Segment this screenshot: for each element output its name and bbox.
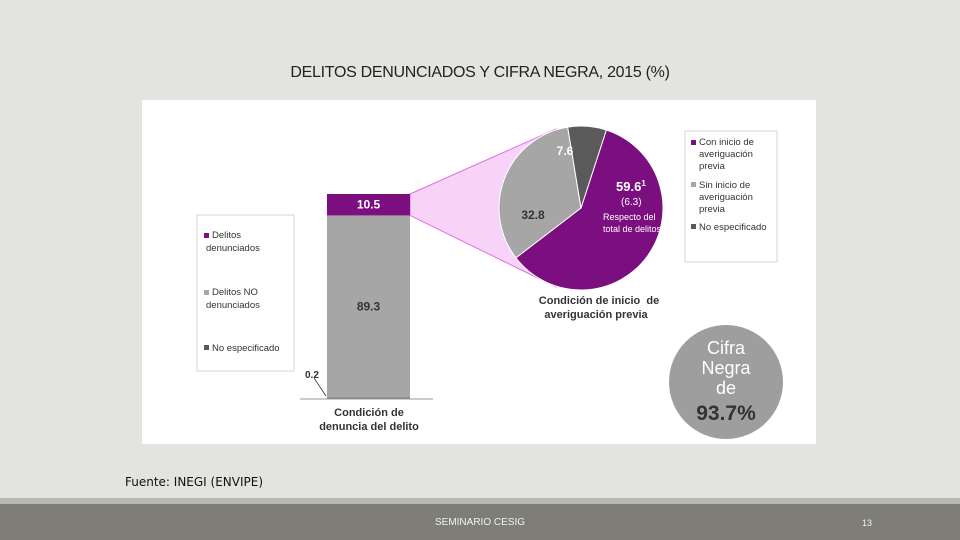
pie-note-text-a: Respecto del: [603, 212, 656, 222]
bar-legend-label-0a: Delitos: [212, 230, 241, 241]
stacked-bar: 89.3 10.5: [327, 194, 410, 399]
bar-legend-swatch-2: [204, 345, 209, 350]
pie-label-superscript: 1: [641, 179, 646, 188]
pie-note-value: (6.3): [621, 197, 642, 208]
bar-legend-box: [196, 214, 295, 372]
pie-slice-0: [515, 129, 664, 291]
bar-x-label-b: denuncia del delito: [319, 421, 419, 433]
pie-title-a: Condición de inicio de: [539, 295, 659, 307]
cifra-negra-circle: [669, 325, 783, 439]
bar-segment-1: [327, 215, 410, 398]
bar-value-label-0: 10.5: [357, 198, 381, 212]
pie-legend-swatch-0: [691, 140, 696, 145]
footer-divider: [0, 498, 960, 504]
bar-legend-label-0b: denunciados: [206, 243, 260, 254]
bar-legend-swatch-1: [204, 290, 209, 295]
bar-legend-swatch-0: [204, 233, 209, 238]
footer-bar: SEMINARIO CESIG 13: [0, 504, 960, 540]
pie-legend-swatch-2: [691, 224, 696, 229]
pie-legend-label-0c: previa: [699, 161, 726, 172]
pie-legend-swatch-1: [691, 182, 696, 187]
page-number: 13: [862, 518, 873, 528]
no-especificado-bar-label: 0.2: [305, 370, 319, 381]
footer-text: SEMINARIO CESIG: [434, 517, 525, 528]
source-note: Fuente: INEGI (ENVIPE): [125, 475, 264, 489]
bar-legend-label-1a: Delitos NO: [212, 287, 258, 298]
pie-label-no-especificado: 7.6: [557, 144, 574, 158]
pie-legend-label-1c: previa: [699, 204, 726, 215]
pie-note-text-b: total de delitos: [603, 224, 662, 234]
bar-legend-label-2: No especificado: [212, 343, 280, 354]
pie-legend-label-0a: Con inicio de: [699, 137, 754, 148]
bar-value-label-1: 89.3: [357, 300, 381, 314]
bar-x-label-a: Condición de: [334, 407, 404, 419]
chart-canvas: Delitos denunciados Delitos NO denunciad…: [196, 125, 783, 439]
pie-legend-label-1a: Sin inicio de: [699, 180, 750, 191]
pie-label-con-inicio-value: 59.6: [616, 179, 641, 194]
pie-chart: [498, 125, 664, 291]
pie-label-sin-inicio: 32.8: [521, 208, 545, 222]
pie-legend-label-2: No especificado: [699, 222, 767, 233]
bar-segment-2: [327, 397, 410, 399]
bar-legend-label-1b: denunciados: [206, 300, 260, 311]
cifra-negra-value: 93.7%: [696, 402, 756, 425]
small-value-leader: [313, 377, 327, 397]
chart-panel: Delitos denunciados Delitos NO denunciad…: [142, 100, 816, 444]
cifra-negra-line2: Negra: [701, 358, 751, 378]
pie-legend-box: [684, 130, 778, 263]
cifra-negra-line1: Cifra: [707, 338, 746, 358]
pie-legend-label-1b: averiguación: [699, 192, 753, 203]
pie-slice-1: [498, 126, 582, 259]
cifra-negra-line3: de: [716, 378, 736, 398]
pie-title-b: averiguación previa: [544, 309, 648, 321]
pie-legend-label-0b: averiguación: [699, 149, 753, 160]
bar-segment-0: [327, 194, 410, 216]
pie-slice-2: [567, 125, 607, 209]
slide-title: DELITOS DENUNCIADOS Y CIFRA NEGRA, 2015 …: [290, 64, 670, 81]
pie-label-con-inicio: 59.61: [616, 179, 646, 194]
